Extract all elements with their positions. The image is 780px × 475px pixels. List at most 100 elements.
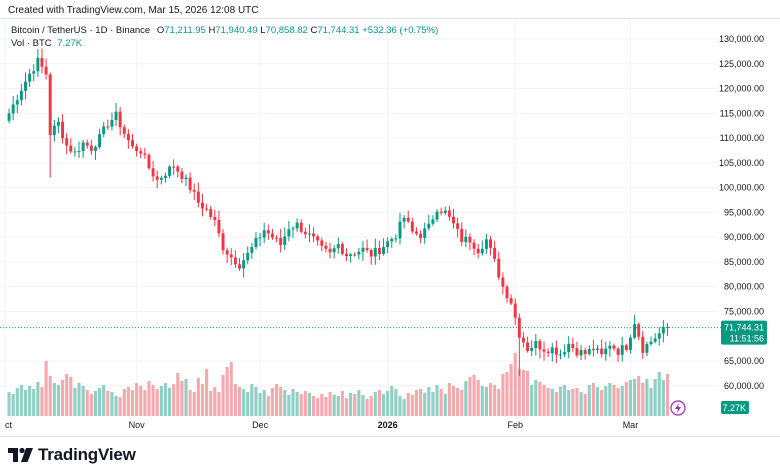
y-tick-label: 115,000.00 (720, 108, 764, 118)
volume-bar (155, 389, 159, 416)
volume-bar (15, 388, 19, 416)
y-tick-label: 65,000.00 (724, 356, 764, 366)
volume-bar (386, 391, 390, 416)
candle-body (188, 177, 192, 190)
candle-body (554, 347, 558, 355)
candle-body (85, 142, 89, 146)
low-label: L (260, 25, 266, 36)
volume-bar (196, 378, 200, 416)
high-value: 71,940.49 (215, 25, 258, 36)
volume-bar (122, 389, 126, 416)
candle-body (587, 348, 591, 355)
candle-body (106, 126, 110, 128)
volume-bar (77, 383, 81, 416)
candle-body (620, 345, 624, 355)
volume-bar (353, 394, 357, 416)
candle-body (270, 233, 274, 238)
candle-body (279, 237, 283, 246)
candle-body (266, 230, 270, 234)
candle-body (369, 249, 373, 257)
volume-bar (451, 386, 456, 416)
symbol-name: Bitcoin / TetherUS · 1D · Binance (11, 25, 151, 36)
volume-bar (40, 387, 44, 416)
high-label: H (208, 25, 216, 36)
volume-bar (225, 367, 229, 416)
candle-body (295, 222, 299, 229)
candle-body (406, 217, 410, 222)
candle-body (52, 125, 56, 136)
volume-bar (143, 390, 147, 416)
volume-bar (60, 380, 65, 416)
candle-body (320, 240, 324, 246)
candle-body (110, 119, 114, 127)
volume-bar (229, 362, 233, 416)
volume-bar (250, 384, 254, 416)
volume-bar (480, 386, 484, 416)
candlestick-chart[interactable]: 130,000.00 125,000.00 120,000.00 115,000.00… (0, 19, 780, 436)
volume-bar (575, 388, 579, 416)
volume-label: Vol · BTC (11, 38, 52, 49)
candle-body (377, 247, 381, 254)
volume-bar (69, 377, 73, 416)
volume-bar (167, 388, 172, 416)
volume-bar (52, 383, 56, 416)
volume-bar (312, 396, 316, 416)
candle-body (373, 247, 377, 257)
volume-bar (336, 396, 340, 416)
volume-bar (270, 388, 274, 416)
volume-badge-value: 7.27K (722, 403, 746, 413)
volume-bar (320, 394, 324, 416)
chart-area[interactable]: 130,000.00 125,000.00 120,000.00 115,000.00… (0, 18, 780, 437)
candle-body (637, 324, 641, 337)
candle-body (44, 66, 48, 75)
candle-body (238, 264, 241, 269)
candle-body (139, 151, 143, 154)
candle-body (98, 134, 102, 148)
volume-bar (369, 396, 373, 416)
volume-bar (546, 388, 550, 416)
candle-body (579, 350, 583, 356)
volume-bar (279, 387, 283, 416)
candle-body (460, 228, 464, 243)
candle-body (649, 341, 653, 345)
candle-body (628, 337, 632, 350)
volume-bar (410, 395, 414, 416)
candle-body (151, 168, 155, 177)
volume-bar (600, 390, 604, 416)
candle-body (19, 90, 23, 101)
y-tick-label: 105,000.00 (719, 158, 764, 168)
tradingview-logo[interactable]: TradingView (8, 445, 136, 465)
volume-bar (89, 394, 93, 416)
volume-bar (180, 381, 184, 416)
volume-bar (563, 385, 567, 416)
x-tick-label: ct (5, 420, 13, 430)
volume-bar (130, 390, 135, 416)
candle-body (645, 344, 649, 353)
volume-legend: Vol · BTC 7.27K (11, 38, 82, 49)
candle-body (468, 236, 472, 243)
volume-bar (349, 393, 353, 416)
open-value: 71,211.95 (164, 25, 206, 36)
volume-bar (266, 396, 270, 416)
volume-bar (324, 397, 328, 416)
candle-body (155, 176, 159, 180)
candle-body (242, 260, 246, 269)
volume-bar (661, 380, 665, 416)
candle-body (419, 233, 423, 239)
volume-bar (135, 383, 139, 416)
candle-body (93, 147, 97, 151)
y-tick-label: 90,000.00 (724, 232, 764, 242)
volume-bar (398, 396, 402, 416)
candle-body (200, 202, 204, 209)
candle-body (77, 151, 81, 153)
volume-bar (427, 387, 431, 416)
candle-body (340, 244, 344, 254)
volume-bar (332, 395, 336, 416)
candle-body (332, 248, 336, 253)
volume-bar (526, 371, 530, 416)
candle-body (550, 347, 554, 354)
volume-bar (283, 390, 287, 416)
candle-body (653, 338, 657, 342)
candle-body (147, 154, 151, 169)
candle-body (497, 258, 501, 278)
